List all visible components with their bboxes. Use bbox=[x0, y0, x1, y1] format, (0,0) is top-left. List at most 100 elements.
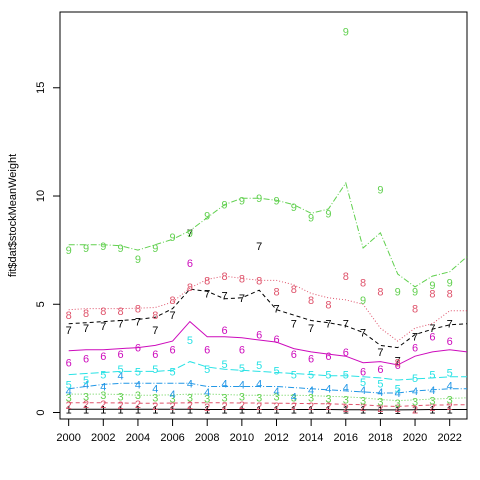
series-4-point: 4 bbox=[204, 387, 210, 399]
series-9-point: 9 bbox=[412, 286, 418, 298]
x-tick-label: 2002 bbox=[91, 432, 115, 444]
series-8-point: 8 bbox=[343, 271, 349, 283]
series-9-point: 9 bbox=[221, 200, 227, 212]
series-5-point: 5 bbox=[170, 366, 176, 378]
series-5-point: 5 bbox=[100, 370, 106, 382]
series-6-point: 6 bbox=[343, 347, 349, 359]
series-3-point: 3 bbox=[83, 391, 89, 403]
series-9-point: 9 bbox=[204, 211, 210, 223]
series-9-point: 9 bbox=[83, 243, 89, 255]
series-5-point: 5 bbox=[377, 378, 383, 390]
series-1-point: 1 bbox=[152, 404, 158, 416]
series-4-point: 4 bbox=[256, 378, 262, 390]
series-9-point: 9 bbox=[325, 208, 331, 220]
series-6-point: 6 bbox=[429, 332, 435, 344]
series-line-8 bbox=[68, 275, 467, 342]
series-4-point: 4 bbox=[325, 384, 331, 396]
series-7-point: 7 bbox=[273, 304, 279, 316]
series-8-point: 8 bbox=[447, 288, 453, 300]
series-8-point: 8 bbox=[66, 310, 72, 322]
x-tick-label: 2018 bbox=[368, 432, 392, 444]
series-7-point: 7 bbox=[377, 347, 383, 359]
series-8-point: 8 bbox=[152, 310, 158, 322]
series-3-point: 3 bbox=[100, 390, 106, 402]
series-4-point: 4 bbox=[395, 388, 401, 400]
series-9-point: 9 bbox=[377, 185, 383, 197]
series-5-point: 5 bbox=[325, 370, 331, 382]
series-7-point: 7 bbox=[170, 310, 176, 322]
series-4-point: 4 bbox=[118, 371, 124, 383]
series-5-point: 5 bbox=[221, 359, 227, 371]
series-4-point: 4 bbox=[187, 378, 193, 390]
series-5-point: 5 bbox=[239, 363, 245, 375]
x-tick-label: 2006 bbox=[160, 432, 184, 444]
series-1-point: 1 bbox=[291, 405, 297, 417]
series-7-point: 7 bbox=[256, 241, 262, 253]
series-8-point: 8 bbox=[291, 284, 297, 296]
series-6-point: 6 bbox=[412, 343, 418, 355]
series-9-point: 9 bbox=[273, 195, 279, 207]
series-4-point: 4 bbox=[152, 384, 158, 396]
series-9-point: 9 bbox=[135, 254, 141, 266]
series-9-point: 9 bbox=[100, 241, 106, 253]
series-3-point: 3 bbox=[291, 392, 297, 404]
series-1-point: 1 bbox=[412, 405, 418, 417]
series-9-point: 9 bbox=[256, 193, 262, 205]
series-7-point: 7 bbox=[429, 323, 435, 335]
series-1-point: 1 bbox=[187, 404, 193, 416]
series-3-point: 3 bbox=[170, 393, 176, 405]
series-8-point: 8 bbox=[118, 306, 124, 318]
series-1-point: 1 bbox=[447, 405, 453, 417]
series-line-2 bbox=[68, 402, 468, 407]
series-9-point: 9 bbox=[429, 280, 435, 292]
series-line-3 bbox=[68, 393, 468, 402]
series-8-point: 8 bbox=[100, 306, 106, 318]
series-5-point: 5 bbox=[187, 335, 193, 347]
series-8-point: 8 bbox=[221, 271, 227, 283]
series-3-point: 3 bbox=[152, 392, 158, 404]
series-3-point: 3 bbox=[343, 395, 349, 407]
series-9-point: 9 bbox=[343, 27, 349, 39]
series-8-point: 8 bbox=[187, 282, 193, 294]
series-5-point: 5 bbox=[308, 370, 314, 382]
series-7-point: 7 bbox=[152, 325, 158, 337]
series-1-point: 1 bbox=[66, 404, 72, 416]
series-4-point: 4 bbox=[377, 387, 383, 399]
series-4-point: 4 bbox=[291, 391, 297, 403]
series-9-point: 9 bbox=[118, 243, 124, 255]
series-6-point: 6 bbox=[221, 325, 227, 337]
series-3-point: 3 bbox=[118, 391, 124, 403]
series-7-point: 7 bbox=[412, 332, 418, 344]
series-5-point: 5 bbox=[343, 370, 349, 382]
series-7-point: 7 bbox=[239, 293, 245, 305]
series-9-point: 9 bbox=[187, 228, 193, 240]
series-6-point: 6 bbox=[447, 336, 453, 348]
series-5-point: 5 bbox=[83, 375, 89, 387]
series-8-point: 8 bbox=[256, 275, 262, 287]
series-6-point: 6 bbox=[273, 334, 279, 346]
series-2-point: 2 bbox=[100, 399, 106, 411]
series-4-point: 4 bbox=[447, 380, 453, 392]
series-4-point: 4 bbox=[83, 379, 89, 391]
series-2-point: 2 bbox=[325, 401, 331, 413]
x-axis: 2000 2002 2004 2006 2008 2010 2012 2014 2016 2018… bbox=[56, 418, 462, 444]
series-2-point: 2 bbox=[221, 401, 227, 413]
series-2-point: 2 bbox=[412, 404, 418, 416]
series-8-point: 8 bbox=[360, 278, 366, 290]
series-1-point: 1 bbox=[360, 405, 366, 417]
series-7-point: 7 bbox=[308, 323, 314, 335]
series-8-point: 8 bbox=[204, 275, 210, 287]
series-4-point: 4 bbox=[273, 386, 279, 398]
series-9-point: 9 bbox=[360, 295, 366, 307]
series-6-point: 6 bbox=[239, 345, 245, 357]
series-9-point: 9 bbox=[152, 243, 158, 255]
series-5-point: 5 bbox=[256, 360, 262, 372]
series-8-point: 8 bbox=[170, 295, 176, 307]
series-6-point: 6 bbox=[308, 353, 314, 365]
series-2-point: 2 bbox=[447, 401, 453, 413]
y-tick-label: 0 bbox=[35, 409, 47, 415]
series-9-point: 9 bbox=[308, 213, 314, 225]
series-line-7 bbox=[68, 288, 468, 349]
x-tick-label: 2016 bbox=[334, 432, 358, 444]
series-2-point: 2 bbox=[395, 403, 401, 415]
